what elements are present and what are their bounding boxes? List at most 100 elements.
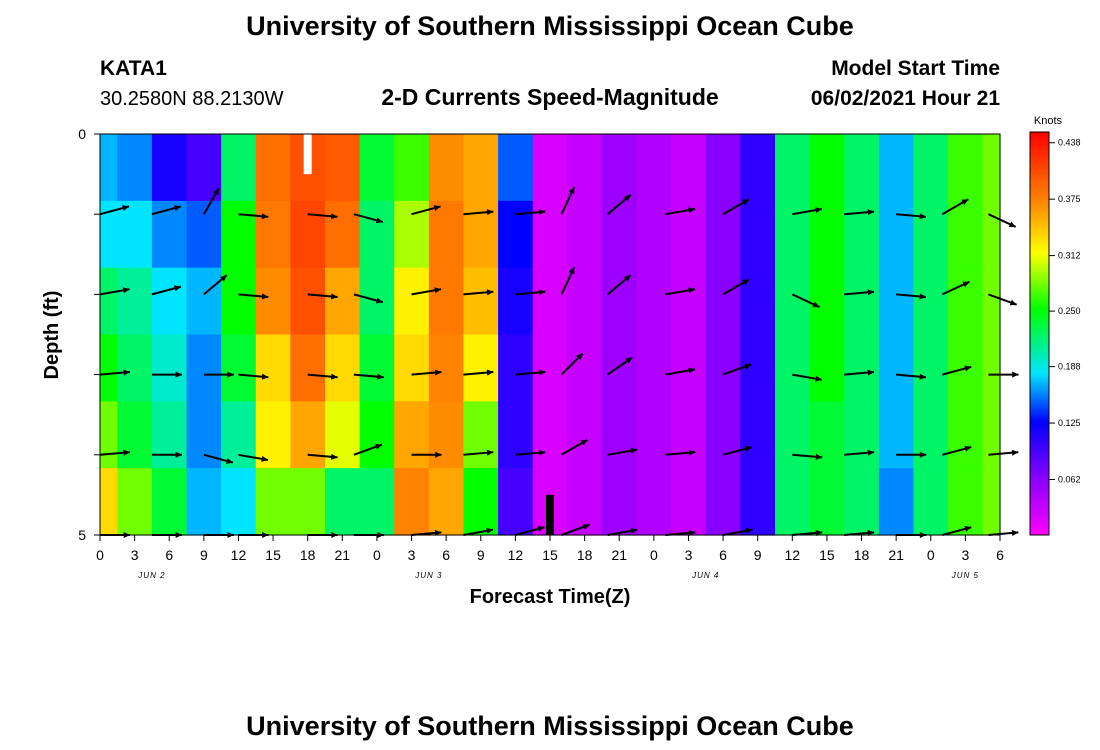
- heatmap-cell: [775, 134, 811, 202]
- heatmap-cell: [463, 334, 499, 402]
- heatmap-cell: [878, 134, 915, 202]
- heatmap-cell: [100, 267, 118, 336]
- heatmap-cell: [463, 468, 499, 536]
- heatmap-cell: [913, 468, 949, 536]
- heatmap-cell: [255, 468, 291, 536]
- heatmap-cell: [982, 267, 1001, 336]
- heatmap-cell: [844, 267, 880, 336]
- current-arrow: [942, 365, 972, 376]
- heatmap-cell: [325, 468, 361, 536]
- speed-heatmap: [100, 134, 1001, 536]
- heatmap-cell: [532, 334, 568, 402]
- x-tick-label: 12: [231, 547, 247, 563]
- heatmap-cell: [359, 200, 395, 269]
- heatmap-cell: [982, 134, 1001, 202]
- heatmap-cell: [221, 200, 257, 269]
- current-arrow: [202, 187, 220, 215]
- heatmap-cell: [325, 401, 361, 469]
- x-tick-label: 0: [650, 547, 658, 563]
- current-arrow: [896, 213, 927, 220]
- date-label: JUN 2: [137, 571, 165, 580]
- heatmap-cell: [913, 200, 949, 269]
- current-arrow: [515, 369, 546, 376]
- current-arrow: [411, 205, 441, 216]
- heatmap-cell: [636, 134, 672, 202]
- heatmap-cell: [186, 134, 222, 202]
- x-tick-label: 6: [442, 547, 450, 563]
- x-tick-label: 3: [685, 547, 693, 563]
- current-arrow: [463, 449, 494, 456]
- colorbar-tick-label: 0.250: [1058, 306, 1081, 316]
- heatmap-cell: [498, 401, 534, 469]
- model-start-label: Model Start Time: [831, 57, 1000, 80]
- heatmap-cell: [221, 134, 257, 202]
- heatmap-cell: [636, 267, 672, 336]
- x-tick-label: 21: [611, 547, 627, 563]
- heatmap-cell: [255, 200, 291, 269]
- current-arrow: [560, 352, 584, 376]
- heatmap-cell: [567, 334, 603, 402]
- x-tick-label: 15: [819, 547, 835, 563]
- y-tick-label: 5: [78, 527, 86, 543]
- heatmap-cell: [428, 401, 465, 469]
- heatmap-cell: [325, 134, 361, 202]
- current-arrow: [515, 525, 545, 536]
- heatmap-cell: [636, 401, 672, 469]
- heatmap-cell: [532, 267, 568, 336]
- current-arrow: [515, 289, 546, 296]
- x-axis-label: Forecast Time(Z): [470, 586, 631, 608]
- current-arrow: [896, 293, 927, 300]
- current-arrow: [988, 449, 1019, 456]
- heatmap-cell: [948, 134, 984, 202]
- heatmap-cell: [100, 134, 118, 202]
- heatmap-cell: [151, 134, 188, 202]
- colorbar-tick-label: 0.312: [1058, 251, 1081, 261]
- current-arrow: [665, 367, 696, 376]
- x-tick-label: 3: [131, 547, 139, 563]
- current-arrow: [151, 285, 182, 296]
- current-arrow: [463, 209, 494, 216]
- x-tick-label: 9: [754, 547, 762, 563]
- heatmap-cell: [601, 267, 638, 336]
- y-axis: 05: [78, 126, 100, 543]
- heatmap-cell: [948, 401, 984, 469]
- x-axis: 0 3 6 9 12 15 18 21 0 3 6 9 12 15 18 21 0 3 6 9 12 15 18 21 0 3 6J…: [96, 535, 1004, 580]
- date-label: JUN 5: [951, 571, 979, 580]
- heatmap-cell: [671, 401, 707, 469]
- x-tick-label: 21: [888, 547, 904, 563]
- heatmap-cell: [151, 334, 188, 402]
- colorbar-tick-label: 0.125: [1058, 418, 1081, 428]
- heatmap-cell: [982, 334, 1001, 402]
- heatmap-cell: [948, 267, 984, 336]
- x-tick-label: 15: [265, 547, 281, 563]
- heatmap-cell: [394, 134, 430, 202]
- current-arrow: [463, 527, 494, 536]
- current-arrow: [515, 449, 546, 456]
- heatmap-cell: [221, 267, 257, 336]
- heatmap-cell: [100, 468, 118, 536]
- heatmap-cell: [740, 267, 776, 336]
- heatmap-cell: [636, 200, 672, 269]
- heatmap-cell: [775, 334, 811, 402]
- heatmap-cell: [740, 134, 776, 202]
- x-tick-label: 9: [200, 547, 208, 563]
- heatmap-cell: [428, 334, 465, 402]
- colorbar-tick-label: 0.062: [1058, 474, 1081, 484]
- heatmap-cell: [394, 401, 430, 469]
- heatmap-cell: [186, 334, 222, 402]
- current-arrow: [353, 373, 384, 380]
- current-arrow: [722, 445, 753, 456]
- current-arrow: [792, 207, 823, 216]
- heatmap-cell: [394, 468, 430, 536]
- current-vectors: [99, 186, 1019, 539]
- heatmap-cell: [394, 267, 430, 336]
- current-arrow: [561, 523, 591, 536]
- heatmap-cell: [532, 401, 568, 469]
- current-arrow: [896, 451, 927, 458]
- heatmap-cell: [636, 468, 672, 536]
- heatmap-cell: [325, 267, 361, 336]
- colorbar-unit: Knots: [1034, 115, 1063, 127]
- current-arrow: [463, 369, 494, 376]
- current-arrow: [411, 451, 442, 458]
- x-tick-label: 0: [927, 547, 935, 563]
